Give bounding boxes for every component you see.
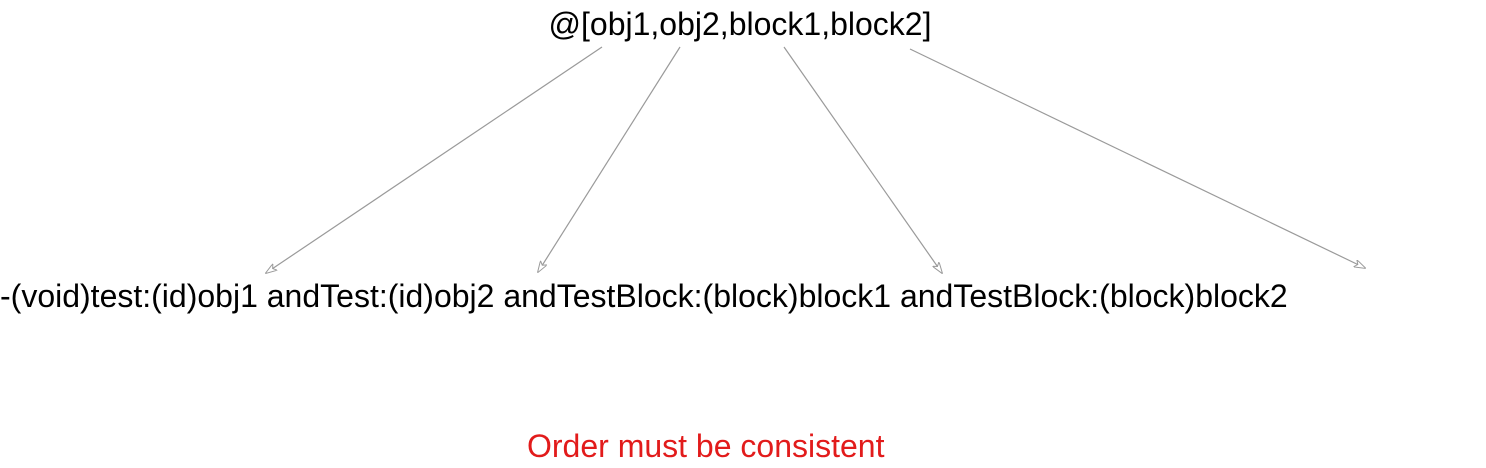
array-expression: @[obj1,obj2,block1,block2] — [0, 4, 1486, 44]
method-signature: -(void)test:(id)obj1 andTest:(id)obj2 an… — [0, 278, 1288, 314]
array-expression-text: @[obj1,obj2,block1,block2] — [548, 6, 932, 42]
arrow-block2 — [909, 48, 1365, 268]
arrow-block1 — [783, 46, 942, 273]
order-note: Order must be consistent — [527, 428, 885, 464]
arrow-obj1 — [266, 46, 603, 273]
arrow-obj2 — [538, 46, 681, 272]
